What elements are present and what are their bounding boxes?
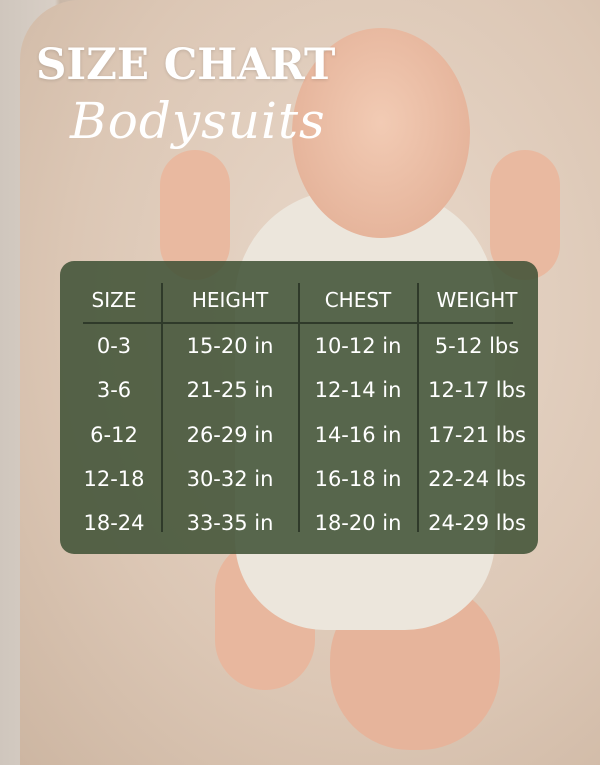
cell-chest: 16-18 in bbox=[314, 467, 402, 491]
cell-height: 30-32 in bbox=[186, 467, 274, 491]
cell-weight: 17-21 lbs bbox=[428, 423, 526, 447]
header-height: HEIGHT bbox=[191, 288, 269, 312]
cell-chest: 12-14 in bbox=[314, 378, 402, 402]
column-divider bbox=[161, 283, 163, 532]
cell-size: 3-6 bbox=[96, 378, 132, 402]
cell-weight: 22-24 lbs bbox=[428, 467, 526, 491]
cell-chest: 14-16 in bbox=[314, 423, 402, 447]
cell-size: 18-24 bbox=[83, 511, 145, 535]
cell-chest: 10-12 in bbox=[314, 334, 402, 358]
baby-arm-left bbox=[160, 150, 230, 280]
cell-size: 12-18 bbox=[83, 467, 145, 491]
cell-height: 21-25 in bbox=[186, 378, 274, 402]
cell-weight: 24-29 lbs bbox=[428, 511, 526, 535]
cell-height: 15-20 in bbox=[186, 334, 274, 358]
baby-head bbox=[292, 28, 470, 238]
cell-weight: 5-12 lbs bbox=[434, 334, 520, 358]
header-divider bbox=[83, 322, 513, 324]
cell-size: 6-12 bbox=[90, 423, 138, 447]
header-chest: CHEST bbox=[324, 288, 392, 312]
header-size: SIZE bbox=[91, 288, 137, 312]
cell-size: 0-3 bbox=[96, 334, 132, 358]
cell-weight: 12-17 lbs bbox=[428, 378, 526, 402]
cell-height: 33-35 in bbox=[186, 511, 274, 535]
header-weight: WEIGHT bbox=[436, 288, 518, 312]
cell-chest: 18-20 in bbox=[314, 511, 402, 535]
column-divider bbox=[417, 283, 419, 532]
column-divider bbox=[298, 283, 300, 532]
baby-arm-right bbox=[490, 150, 560, 280]
page-subtitle: Bodysuits bbox=[70, 92, 326, 150]
page-title: SIZE CHART bbox=[36, 40, 336, 90]
size-table: SIZE HEIGHT CHEST WEIGHT 0-3 15-20 in 10-12 in… bbox=[60, 261, 538, 554]
cell-height: 26-29 in bbox=[186, 423, 274, 447]
